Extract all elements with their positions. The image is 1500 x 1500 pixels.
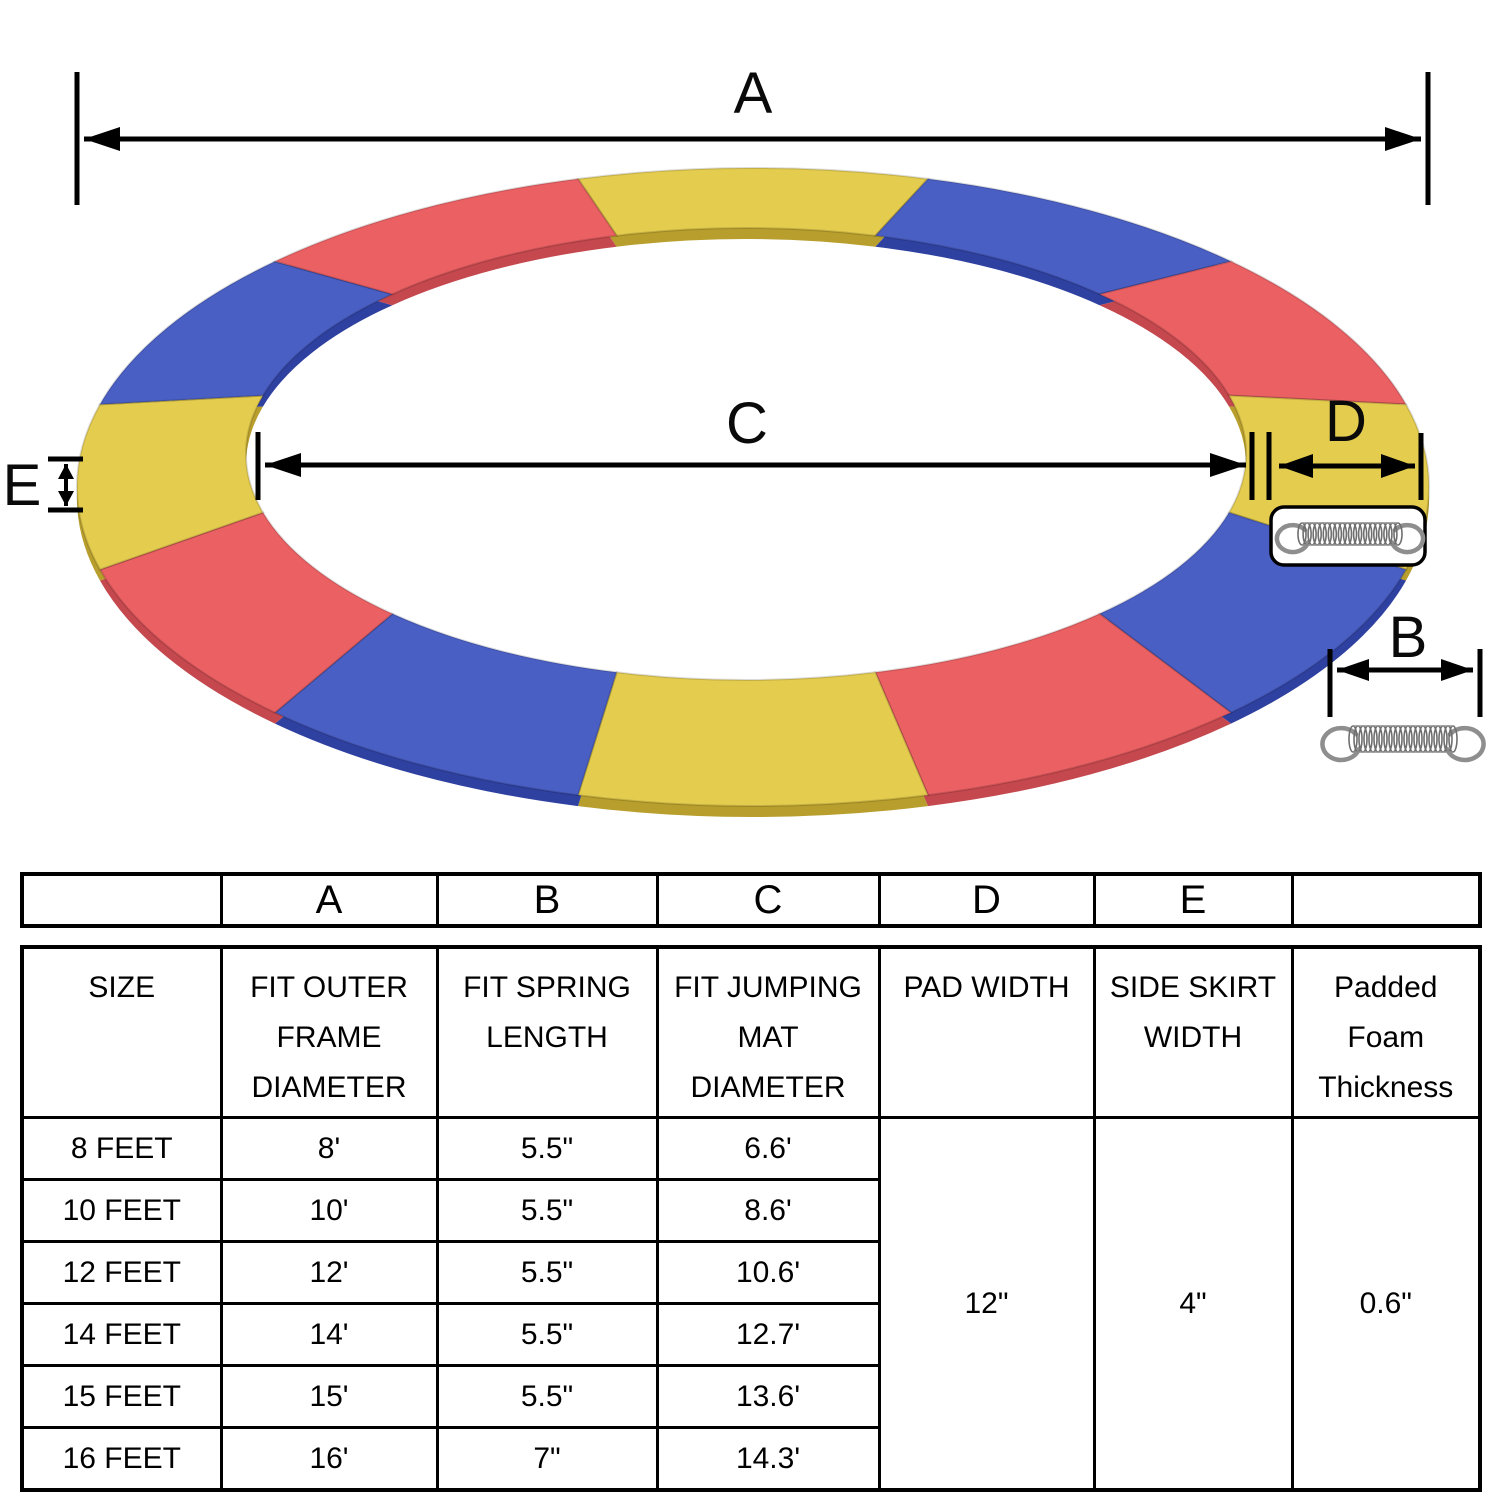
cell-frame: 8' [219,1116,439,1181]
dim-label-c: C [726,391,768,456]
cell-size: 15 FEET [20,1364,223,1429]
letter-cell-blank [20,872,223,928]
cell-spring: 5.5" [435,1178,659,1243]
trampoline-pad-diagram: A C D E B [3,61,1486,817]
header-jumping-mat: FIT JUMPING MAT DIAMETER [655,945,881,1119]
letter-cell-b: B [435,872,659,928]
cell-frame: 10' [219,1178,439,1243]
table-row: 14 FEET 14' 5.5" 12.7' [20,1302,1480,1367]
column-letter-row: A B C D E [20,872,1482,928]
dimension-arrows [48,72,1483,717]
cell-spring: 7" [435,1426,659,1492]
table-row: 12 FEET 12' 5.5" 10.6' [20,1240,1480,1305]
table-row: 10 FEET 10' 5.5" 8.6' [20,1178,1480,1243]
cell-frame: 14' [219,1302,439,1367]
cell-spring: 5.5" [435,1364,659,1429]
cell-size: 12 FEET [20,1240,223,1305]
letter-cell-c: C [655,872,881,928]
pad-ring [76,167,1430,807]
dim-label-d: D [1325,389,1367,454]
cell-mat: 12.7' [655,1302,881,1367]
header-foam-thickness: Padded Foam Thickness [1290,945,1482,1119]
cell-mat: 6.6' [655,1116,881,1181]
cell-spring: 5.5" [435,1302,659,1367]
cell-mat: 14.3' [655,1426,881,1492]
dim-label-b: B [1389,605,1428,670]
letter-cell-a: A [219,872,439,928]
header-spring-length: FIT SPRING LENGTH [435,945,659,1119]
cell-size: 16 FEET [20,1426,223,1492]
cell-foam-merged: 0.6" [1290,1116,1482,1492]
table-row: 8 FEET 8' 5.5" 6.6' 12" 4" 0.6" [20,1116,1482,1492]
header-outer-frame: FIT OUTER FRAME DIAMETER [219,945,439,1119]
cell-frame: 15' [219,1364,439,1429]
dim-label-a: A [734,61,773,126]
header-pad-width: PAD WIDTH [877,945,1096,1119]
spring-illustrations [1269,505,1486,763]
cell-frame: 16' [219,1426,439,1492]
header-side-skirt: SIDE SKIRT WIDTH [1092,945,1294,1119]
cell-size: 14 FEET [20,1302,223,1367]
dim-label-e: E [3,453,42,518]
cell-spring: 5.5" [435,1116,659,1181]
cell-size: 8 FEET [20,1116,223,1181]
header-size: SIZE [20,945,223,1119]
cell-mat: 13.6' [655,1364,881,1429]
letter-row: A B C D E [20,872,1482,928]
cell-pad-width-merged: 12" [877,1116,1096,1492]
cell-spring: 5.5" [435,1240,659,1305]
cell-mat: 10.6' [655,1240,881,1305]
header-row: SIZE FIT OUTER FRAME DIAMETER FIT SPRING… [20,945,1482,1119]
size-spec-table: SIZE FIT OUTER FRAME DIAMETER FIT SPRING… [20,945,1482,1492]
table-row: 15 FEET 15' 5.5" 13.6' [20,1364,1480,1429]
letter-cell-blank2 [1290,872,1482,928]
letter-cell-d: D [877,872,1096,928]
cell-frame: 12' [219,1240,439,1305]
cell-side-skirt-merged: 4" [1092,1116,1294,1492]
cell-mat: 8.6' [655,1178,881,1243]
table-row: 16 FEET 16' 7" 14.3' [20,1426,1480,1492]
cell-size: 10 FEET [20,1178,223,1243]
letter-cell-e: E [1092,872,1294,928]
